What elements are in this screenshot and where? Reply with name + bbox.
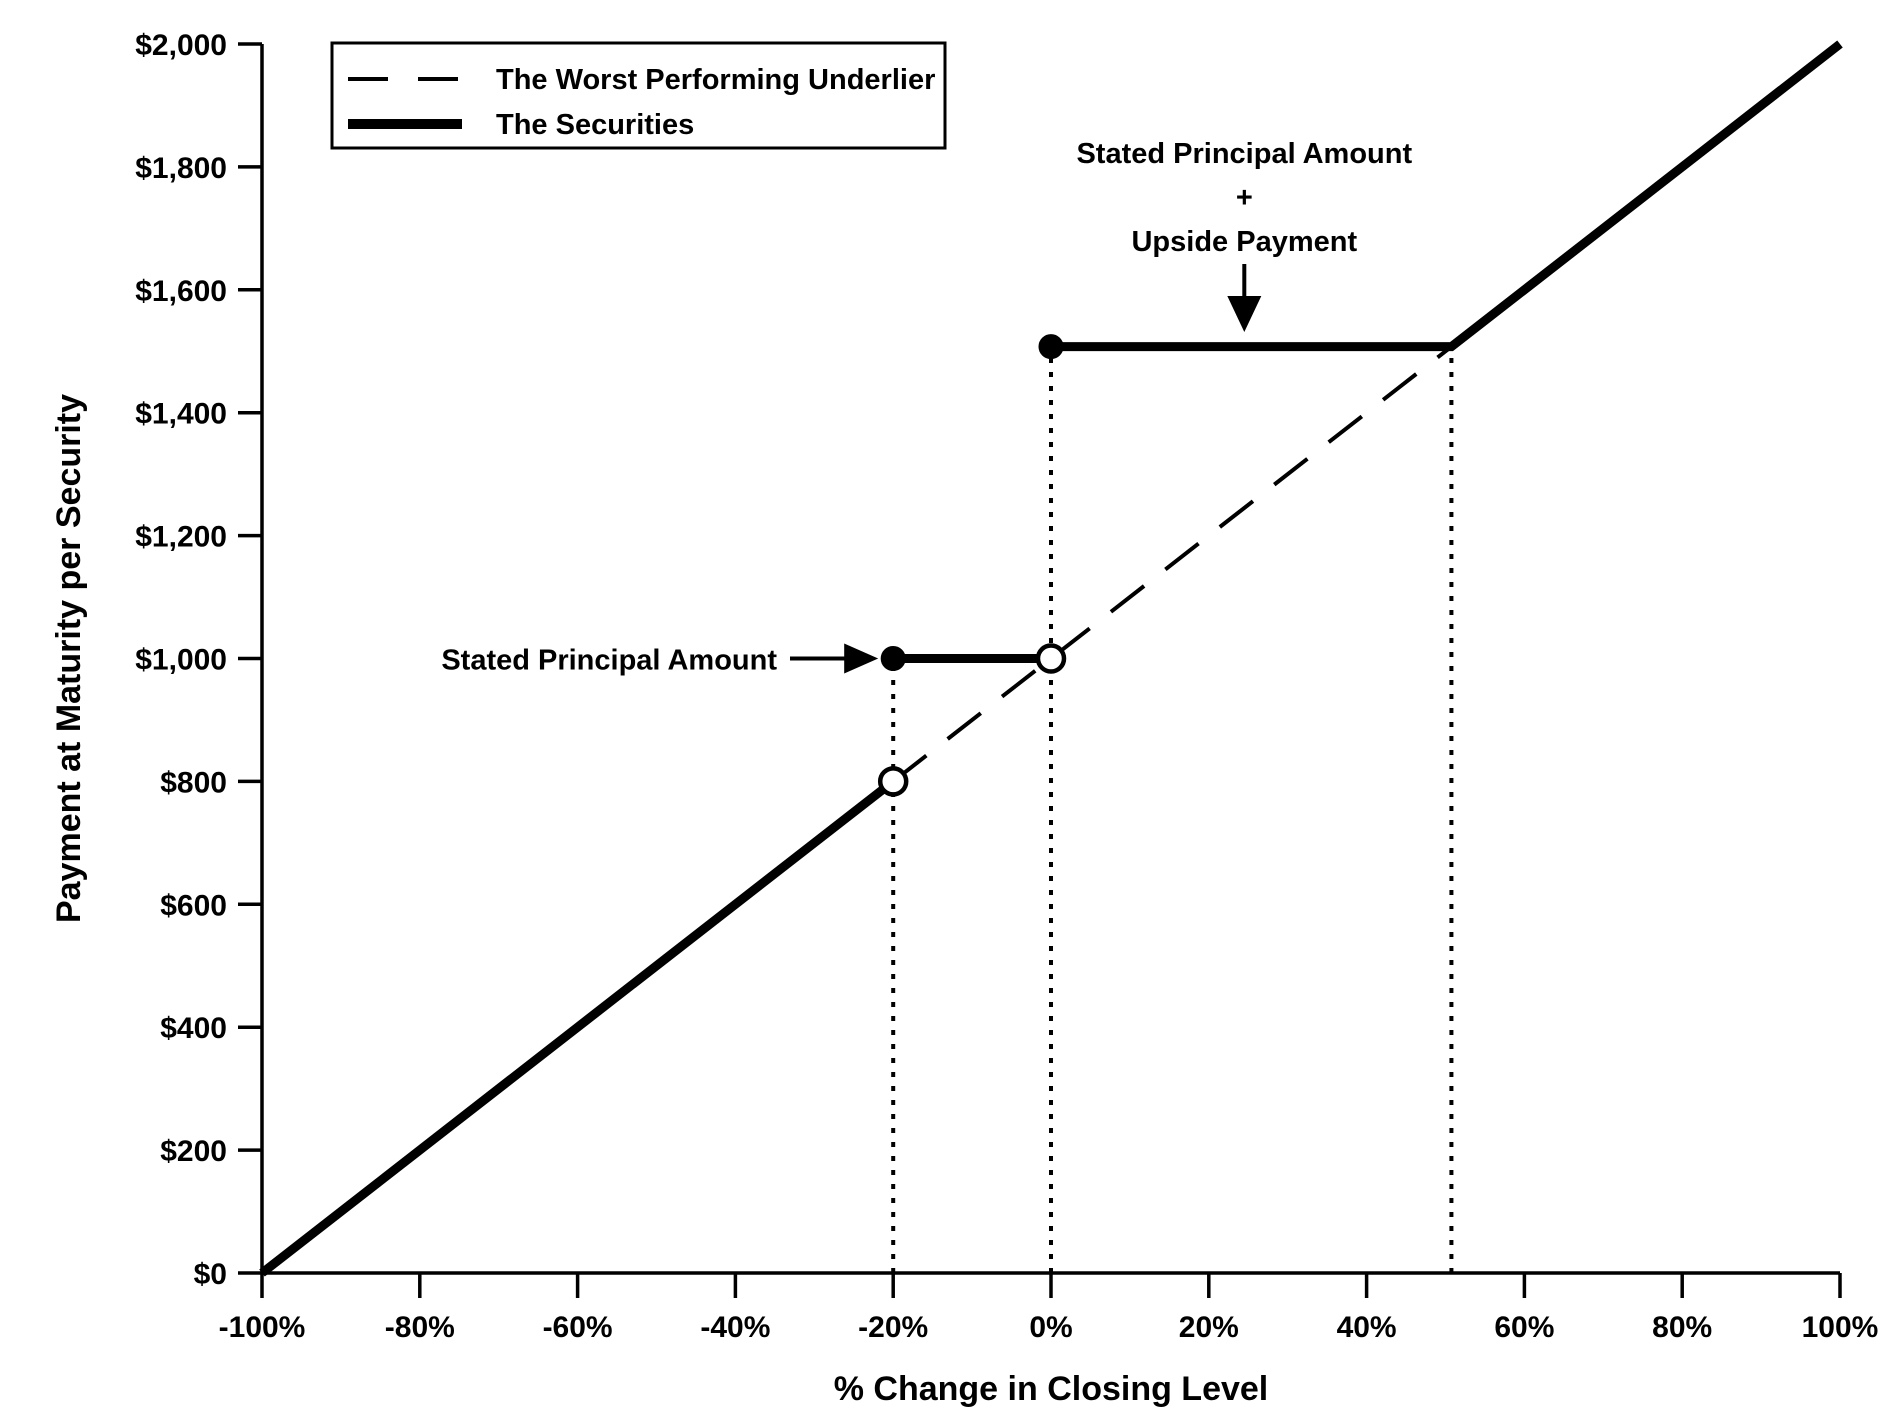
legend-label-underlier: The Worst Performing Underlier <box>496 64 935 96</box>
x-tick-label: 20% <box>1179 1311 1239 1344</box>
y-tick-label: $200 <box>160 1135 227 1168</box>
annotation-text: Upside Payment <box>1131 226 1357 258</box>
y-tick-label: $1,000 <box>135 644 227 677</box>
annotation-text: Stated Principal Amount <box>1076 138 1412 170</box>
y-tick-label: $2,000 <box>135 29 227 62</box>
securities-line-segment <box>259 777 896 1277</box>
open-circle-marker <box>877 766 909 797</box>
underlier-dashed-line <box>891 345 1453 783</box>
down-arrow-head <box>1227 296 1262 332</box>
y-tick-label: $0 <box>194 1258 227 1291</box>
annotation-text: Stated Principal Amount <box>441 645 777 677</box>
y-tick-label: $1,800 <box>135 152 227 185</box>
y-tick-label: $800 <box>160 766 227 799</box>
y-tick-label: $600 <box>160 889 227 922</box>
x-tick-label: -40% <box>700 1311 770 1344</box>
x-tick-label: -100% <box>219 1311 306 1344</box>
x-tick-label: -60% <box>543 1311 613 1344</box>
y-tick-label: $1,600 <box>135 275 227 308</box>
x-tick-label: 0% <box>1029 1311 1072 1344</box>
x-axis-title: % Change in Closing Level <box>834 1370 1269 1408</box>
x-tick-label: -80% <box>385 1311 455 1344</box>
open-circle-marker <box>1035 643 1067 674</box>
y-tick-label: $400 <box>160 1012 227 1045</box>
x-tick-label: -20% <box>858 1311 928 1344</box>
x-tick-label: 60% <box>1494 1311 1554 1344</box>
legend-label-securities: The Securities <box>496 109 694 141</box>
x-tick-label: 80% <box>1652 1311 1712 1344</box>
right-arrow-head <box>844 643 879 674</box>
securities-line-segment <box>1051 40 1843 352</box>
y-tick-label: $1,200 <box>135 521 227 554</box>
legend-box <box>330 41 947 150</box>
x-tick-label: 100% <box>1802 1311 1879 1344</box>
filled-circle-marker <box>1038 334 1064 360</box>
annotation-text: + <box>1236 182 1253 214</box>
y-axis-title: Payment at Maturity per Security <box>50 394 88 923</box>
filled-circle-marker <box>880 646 906 671</box>
y-tick-label: $1,400 <box>135 398 227 431</box>
x-tick-label: 40% <box>1337 1311 1397 1344</box>
